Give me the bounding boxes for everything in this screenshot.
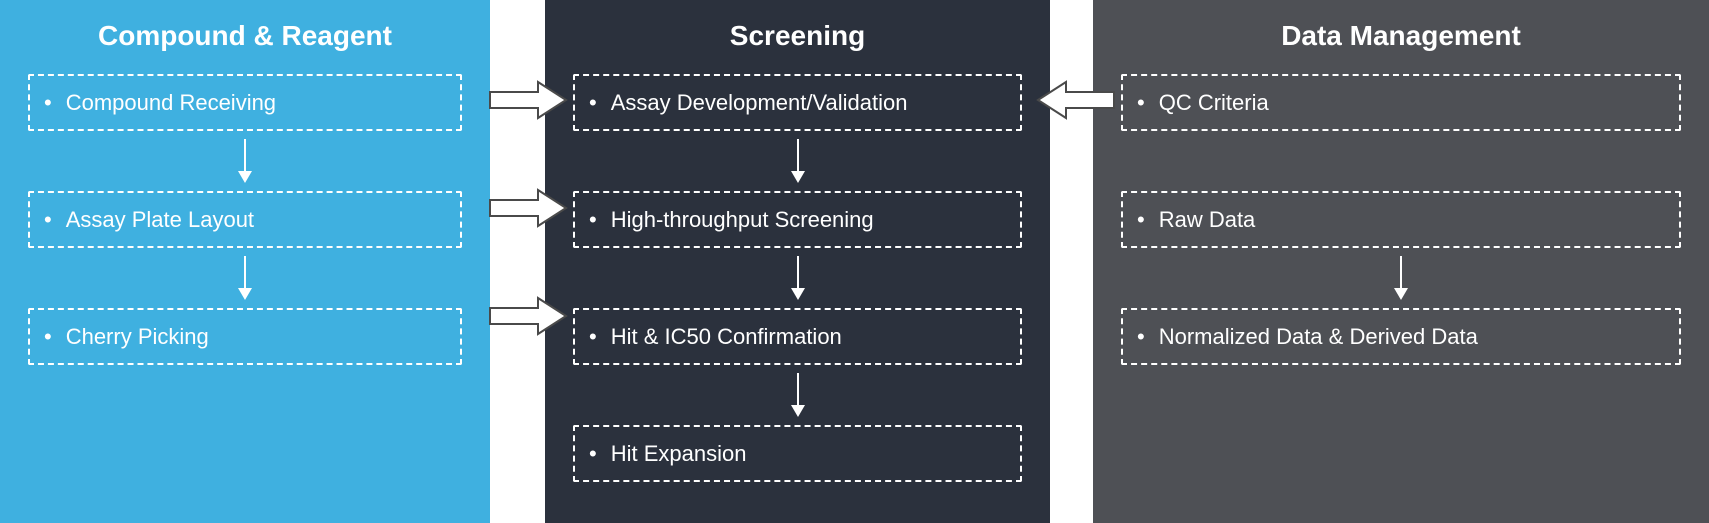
bullet-icon: • (44, 320, 52, 353)
step-hit-expansion: • Hit Expansion (573, 425, 1022, 482)
step-label: Cherry Picking (66, 320, 209, 353)
down-arrow-icon (1121, 256, 1681, 300)
panel-title-center: Screening (573, 20, 1022, 52)
bullet-icon: • (589, 203, 597, 236)
panel-title-right: Data Management (1121, 20, 1681, 52)
down-arrow-icon (28, 256, 462, 300)
step-label: Hit & IC50 Confirmation (611, 320, 842, 353)
step-assay-plate-layout: • Assay Plate Layout (28, 191, 462, 248)
step-label: Hit Expansion (611, 437, 747, 470)
spacer (1121, 131, 1681, 191)
step-label: Assay Development/Validation (611, 86, 908, 119)
bullet-icon: • (589, 437, 597, 470)
step-hit-ic50: • Hit & IC50 Confirmation (573, 308, 1022, 365)
step-label: Assay Plate Layout (66, 203, 254, 236)
down-arrow-icon (573, 139, 1022, 183)
step-label: QC Criteria (1159, 86, 1269, 119)
bullet-icon: • (1137, 203, 1145, 236)
bullet-icon: • (44, 203, 52, 236)
down-arrow-icon (28, 139, 462, 183)
bullet-icon: • (44, 86, 52, 119)
bullet-icon: • (589, 86, 597, 119)
arrow-right-icon (488, 188, 568, 228)
step-raw-data: • Raw Data (1121, 191, 1681, 248)
step-label: Normalized Data & Derived Data (1159, 320, 1478, 353)
panel-data-management: Data Management • QC Criteria • Raw Data… (1093, 0, 1709, 523)
step-cherry-picking: • Cherry Picking (28, 308, 462, 365)
step-assay-development: • Assay Development/Validation (573, 74, 1022, 131)
arrow-left-icon (1036, 80, 1116, 120)
step-normalized-data: • Normalized Data & Derived Data (1121, 308, 1681, 365)
panel-compound-reagent: Compound & Reagent • Compound Receiving … (0, 0, 490, 523)
bullet-icon: • (1137, 320, 1145, 353)
down-arrow-icon (573, 256, 1022, 300)
step-label: Raw Data (1159, 203, 1256, 236)
step-label: Compound Receiving (66, 86, 276, 119)
arrow-right-icon (488, 80, 568, 120)
step-compound-receiving: • Compound Receiving (28, 74, 462, 131)
bullet-icon: • (589, 320, 597, 353)
step-label: High-throughput Screening (611, 203, 874, 236)
step-hts: • High-throughput Screening (573, 191, 1022, 248)
bullet-icon: • (1137, 86, 1145, 119)
down-arrow-icon (573, 373, 1022, 417)
panel-title-left: Compound & Reagent (28, 20, 462, 52)
panel-screening: Screening • Assay Development/Validation… (545, 0, 1050, 523)
step-qc-criteria: • QC Criteria (1121, 74, 1681, 131)
arrow-right-icon (488, 296, 568, 336)
